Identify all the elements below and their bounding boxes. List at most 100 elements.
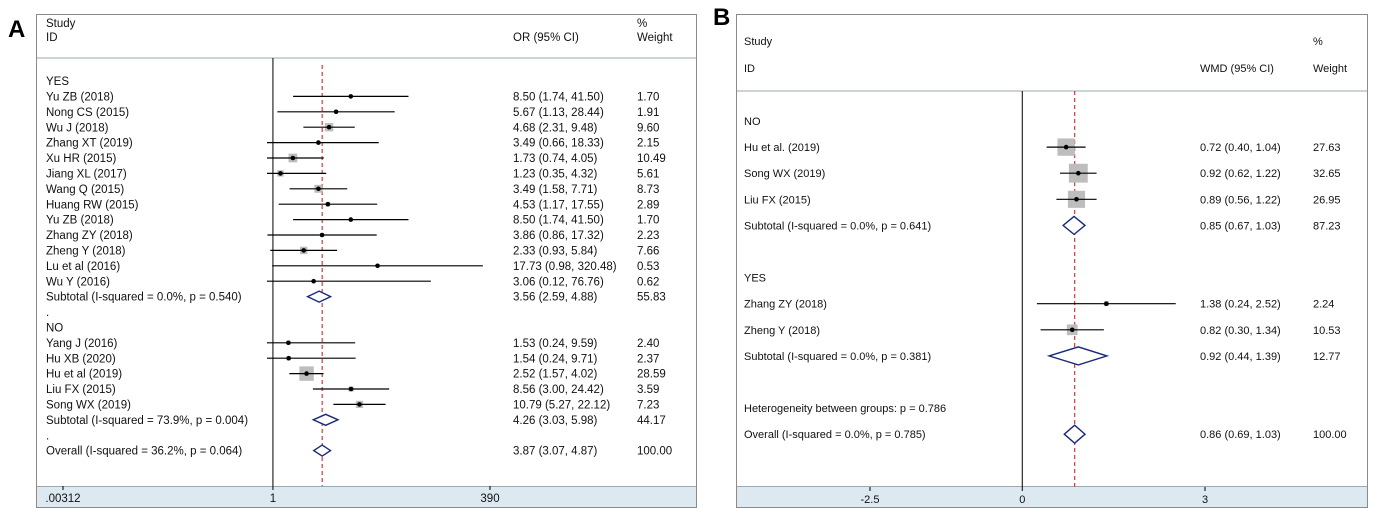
effect-ci-text: 8.56 (3.00, 24.42): [513, 384, 604, 396]
point-estimate: [316, 186, 321, 192]
point-estimate: [348, 217, 354, 222]
point-estimate: [319, 232, 325, 238]
point-estimate: [311, 278, 316, 284]
row-label-study: Liu FX (2015): [46, 384, 116, 396]
effect-ci-text: 1.23 (0.35, 4.32): [513, 169, 598, 181]
row-label-study: Hu et al. (2019): [744, 142, 820, 154]
forest-plot-a-svg: Study ID OR (95% CI)% Weight YES Yu ZB (2018)…: [37, 18, 696, 505]
effect-ci-text: 3.56 (2.59, 4.88): [513, 292, 598, 304]
row-label-study: Wu Y (2016): [46, 276, 110, 288]
effect-ci-text: 3.87 (3.07, 4.87): [513, 446, 598, 458]
subtotal-diamond: [311, 413, 340, 427]
effect-ci-text: 4.53 (1.17, 17.55): [513, 199, 604, 211]
weight-text: 2.15: [637, 138, 659, 150]
weight-text: 44.17: [637, 415, 666, 427]
point-estimate: [316, 140, 321, 145]
row-label-group: YES: [744, 273, 766, 285]
effect-ci-text: 8.50 (1.74, 41.50): [513, 92, 604, 104]
weight-text: 26.95: [1313, 194, 1341, 206]
weight-text: 27.63: [1313, 142, 1341, 154]
weight-text: 2.89: [637, 199, 659, 211]
weight-text: 9.60: [637, 122, 659, 134]
row-label-study: Wu J (2018): [46, 122, 109, 134]
point-estimate: [348, 386, 354, 392]
point-estimate: [278, 171, 283, 176]
x-tick-label: 1: [270, 493, 276, 505]
x-tick-label: 3: [1202, 494, 1208, 506]
row-label-overall: Overall (I-squared = 36.2%, p = 0.064): [46, 446, 242, 458]
weight-text: 32.65: [1313, 168, 1341, 180]
weight-text: 1.70: [637, 215, 659, 227]
forest-plot-b-svg: Study ID WMD (95% CI)% Weight NO Hu et al. (2…: [737, 36, 1367, 506]
weight-text: 2.40: [637, 338, 659, 350]
weight-text: 7.23: [637, 400, 659, 412]
point-estimate: [1063, 144, 1069, 150]
row-label-study: Huang RW (2015): [46, 199, 139, 211]
row-label-study: Zhang XT (2019): [46, 138, 133, 150]
row-label-study: Zheng Y (2018): [744, 325, 820, 337]
effect-ci-text: 3.06 (0.12, 76.76): [513, 276, 604, 288]
weight-text: 3.59: [637, 384, 659, 396]
row-label-subtotal: Subtotal (I-squared = 73.9%, p = 0.004): [46, 415, 248, 427]
point-estimate: [325, 201, 331, 207]
effect-ci-text: 0.82 (0.30, 1.34): [1200, 325, 1281, 337]
column-header-estimate: OR (95% CI): [513, 32, 579, 44]
weight-text: 2.23: [637, 230, 659, 242]
point-estimate: [286, 340, 291, 346]
weight-text: 1.70: [637, 92, 659, 104]
row-label-study: Zhang ZY (2018): [744, 299, 827, 311]
panel-label-b: B: [713, 4, 731, 31]
row-label-subtotal: Subtotal (I-squared = 0.0%, p = 0.540): [46, 292, 242, 304]
forest-plot-a: Study ID OR (95% CI)% Weight YES Yu ZB (2018)…: [36, 14, 697, 508]
x-tick-label: 0: [1019, 494, 1025, 506]
overall-diamond: [1063, 424, 1087, 445]
point-estimate: [1069, 327, 1075, 333]
row-label-study: Yu ZB (2018): [46, 92, 114, 104]
row-label-note: Heterogeneity between groups: p = 0.786: [744, 403, 946, 415]
x-axis-band-b: [737, 486, 1367, 507]
column-header-weight: Weight: [637, 32, 673, 44]
column-header-id: ID: [744, 63, 755, 75]
row-label-blank: .: [46, 430, 49, 442]
forest-plot-b: Study ID WMD (95% CI)% Weight NO Hu et al. (2…: [736, 14, 1368, 508]
row-label-study: Hu et al (2019): [46, 369, 122, 381]
point-estimate: [286, 355, 291, 361]
overall-diamond: [312, 444, 332, 457]
row-label-study: Yu ZB (2018): [46, 215, 114, 227]
weight-text: 7.66: [637, 246, 659, 258]
row-label-study: Liu FX (2015): [744, 194, 811, 206]
weight-text: 5.61: [637, 169, 659, 181]
effect-ci-text: 0.92 (0.44, 1.39): [1200, 351, 1281, 363]
subtotal-diamond: [305, 290, 333, 303]
x-tick-label: -2.5: [861, 494, 880, 506]
effect-ci-text: 1.53 (0.24, 9.59): [513, 338, 598, 350]
row-label-overall: Overall (I-squared = 0.0%, p = 0.785): [744, 429, 926, 441]
row-label-study: Nong CS (2015): [46, 107, 129, 119]
weight-text: 10.53: [1313, 325, 1341, 337]
effect-ci-text: 3.49 (0.66, 18.33): [513, 138, 604, 150]
column-header-weight: Weight: [1313, 63, 1347, 75]
x-tick-label: 390: [480, 493, 499, 505]
row-label-study: Wang Q (2015): [46, 184, 124, 196]
effect-ci-text: 1.54 (0.24, 9.71): [513, 353, 598, 365]
row-label-study: Song WX (2019): [46, 400, 131, 412]
row-label-study: Xu HR (2015): [46, 153, 116, 165]
effect-ci-text: 0.86 (0.69, 1.03): [1200, 429, 1281, 441]
point-estimate: [1076, 170, 1081, 176]
point-estimate: [333, 109, 339, 115]
effect-ci-text: 5.67 (1.13, 28.44): [513, 107, 604, 119]
row-label-group: NO: [46, 323, 63, 335]
point-estimate: [304, 371, 309, 376]
weight-text: 2.24: [1313, 299, 1334, 311]
effect-ci-text: 2.33 (0.93, 5.84): [513, 246, 598, 258]
column-header-percent: %: [637, 18, 647, 30]
column-header-percent: %: [1313, 36, 1323, 48]
weight-text: 1.91: [637, 107, 659, 119]
column-header-id: ID: [46, 32, 58, 44]
effect-ci-text: 0.72 (0.40, 1.04): [1200, 142, 1281, 154]
weight-text: 100.00: [1313, 429, 1347, 441]
point-estimate: [290, 155, 296, 161]
weight-text: 8.73: [637, 184, 659, 196]
point-estimate: [375, 263, 380, 269]
effect-ci-text: 0.85 (0.67, 1.03): [1200, 220, 1281, 232]
